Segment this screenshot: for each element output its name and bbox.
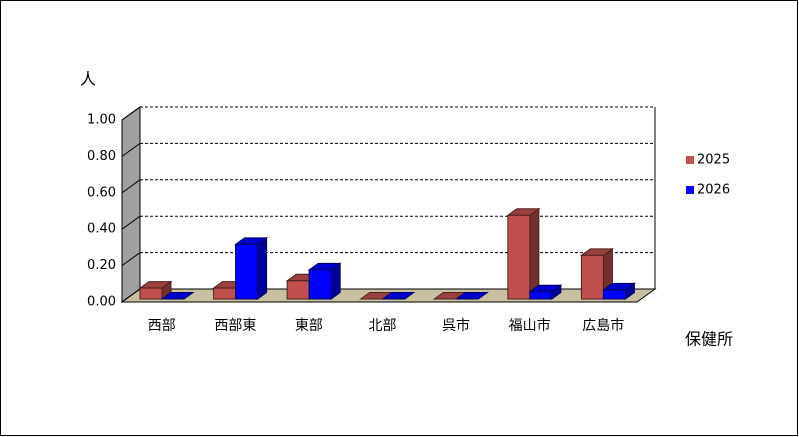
bar bbox=[308, 269, 332, 300]
bar-top bbox=[160, 292, 195, 300]
grid-line-side bbox=[121, 215, 141, 230]
legend-label: 2025 bbox=[697, 153, 730, 168]
grid-line-side bbox=[121, 142, 141, 157]
y-axis-label: 人 bbox=[80, 70, 96, 89]
legend-swatch bbox=[686, 186, 694, 194]
bar-top bbox=[454, 292, 489, 300]
bar bbox=[529, 291, 553, 300]
y-tick-label: 0.20 bbox=[87, 258, 116, 273]
bar bbox=[580, 254, 604, 300]
grid-line-side bbox=[121, 288, 141, 303]
x-tick-label: 西部 bbox=[148, 318, 176, 334]
bar bbox=[213, 287, 237, 300]
y-tick-label: 0.80 bbox=[87, 149, 116, 164]
bar bbox=[602, 289, 626, 300]
y-tick-label: 0.40 bbox=[87, 222, 116, 237]
grid-line-side bbox=[121, 179, 141, 194]
grid-line-side bbox=[121, 252, 141, 267]
legend-swatch bbox=[686, 156, 694, 164]
x-tick-label: 東部 bbox=[295, 318, 323, 334]
bar bbox=[507, 214, 531, 300]
bar bbox=[139, 287, 163, 300]
side-wall bbox=[121, 106, 141, 303]
bar bbox=[235, 243, 259, 300]
bar-side bbox=[257, 236, 268, 300]
x-tick-label: 西部東 bbox=[214, 318, 256, 334]
x-tick-label: 呉市 bbox=[442, 317, 470, 334]
bar bbox=[286, 280, 310, 300]
legend-label: 2026 bbox=[697, 183, 730, 198]
y-tick-label: 0.00 bbox=[87, 295, 116, 310]
grid-line-side bbox=[121, 106, 141, 121]
y-tick-label: 1.00 bbox=[87, 113, 116, 128]
x-tick-label: 広島市 bbox=[582, 317, 624, 334]
bar-top bbox=[381, 292, 416, 300]
y-tick-label: 0.60 bbox=[87, 185, 116, 200]
bar-side bbox=[529, 207, 540, 300]
x-tick-label: 北部 bbox=[369, 318, 397, 334]
x-tick-label: 福山市 bbox=[509, 317, 551, 334]
x-axis-label: 保健所 bbox=[685, 330, 733, 349]
